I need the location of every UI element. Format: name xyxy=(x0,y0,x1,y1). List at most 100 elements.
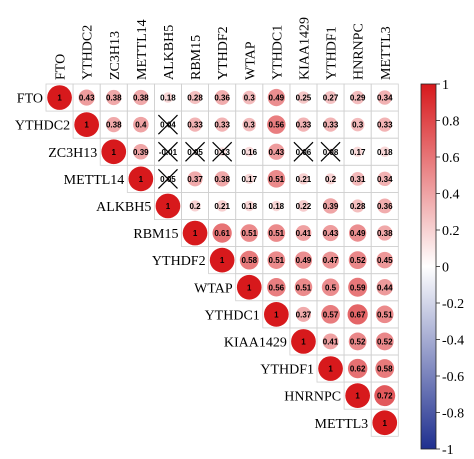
value-label-ythdc2-ythdf1: 0.33 xyxy=(323,121,339,130)
circle-mettl14-mettl14 xyxy=(128,166,154,192)
value-label-alkbh5-ythdf1: 0.39 xyxy=(323,202,339,211)
value-label-alkbh5-ythdf2: 0.21 xyxy=(214,202,230,211)
circle-ythdc1-mettl3 xyxy=(375,305,394,324)
row-label-zc3h13: ZC3H13 xyxy=(48,146,97,161)
value-label-kiaa1429-kiaa1429: 1 xyxy=(301,337,306,346)
circle-ythdf1-hnrnpc xyxy=(347,358,368,379)
circle-ythdc2-hnrnpc xyxy=(350,117,365,132)
colorbar-tick-label: -0.6 xyxy=(442,370,464,385)
circle-ythdc2-rbm15 xyxy=(187,117,203,132)
value-label-rbm15-ythdf1: 0.43 xyxy=(323,229,339,238)
column-label-ythdc2: YTHDC2 xyxy=(81,25,96,80)
circle-rbm15-wtap xyxy=(240,224,259,242)
value-label-fto-ythdf1: 0.27 xyxy=(323,94,339,103)
circle-alkbh5-mettl3 xyxy=(377,198,393,214)
value-label-fto-ythdc2: 0.43 xyxy=(79,94,95,103)
circle-wtap-ythdc1 xyxy=(267,278,286,297)
circle-fto-wtap xyxy=(242,90,257,105)
circle-ythdf2-hnrnpc xyxy=(348,251,367,270)
row-label-ythdc1: YTHDC1 xyxy=(205,308,260,323)
value-label-wtap-ythdf1: 0.5 xyxy=(325,283,337,292)
circle-kiaa1429-ythdf1 xyxy=(322,333,339,350)
circle-ythdf1-ythdf1 xyxy=(318,356,343,381)
circle-ythdc2-mettl14 xyxy=(133,116,149,133)
circle-fto-ythdf2 xyxy=(214,90,230,105)
value-label-fto-mettl14: 0.38 xyxy=(133,94,149,103)
row-label-kiaa1429: KIAA1429 xyxy=(224,335,287,350)
value-label-ythdc2-ythdc2: 1 xyxy=(84,121,89,130)
value-label-ythdf2-ythdf1: 0.47 xyxy=(323,256,339,265)
circle-fto-fto xyxy=(47,85,72,110)
value-label-zc3h13-ythdf1: 0.08 xyxy=(323,148,339,157)
circle-fto-ythdc1 xyxy=(267,88,285,107)
value-label-rbm15-ythdf2: 0.61 xyxy=(214,229,230,238)
circle-wtap-mettl3 xyxy=(376,279,393,296)
circle-mettl14-hnrnpc xyxy=(350,171,365,186)
value-label-mettl14-ythdc1: 0.51 xyxy=(269,175,285,184)
value-label-ythdc2-hnrnpc: 0.3 xyxy=(352,121,364,130)
column-label-hnrnpc: HNRNPC xyxy=(352,23,367,80)
value-label-wtap-ythdc1: 0.56 xyxy=(269,283,285,292)
circle-ythdc2-wtap xyxy=(242,117,257,132)
circle-mettl14-kiaa1429 xyxy=(297,173,310,185)
value-label-fto-mettl3: 0.34 xyxy=(377,94,393,103)
value-label-rbm15-ythdc1: 0.51 xyxy=(269,229,285,238)
circle-kiaa1429-mettl3 xyxy=(375,332,394,351)
value-label-kiaa1429-ythdf1: 0.41 xyxy=(323,337,339,346)
circle-alkbh5-alkbh5 xyxy=(155,193,181,219)
value-label-fto-kiaa1429: 0.25 xyxy=(296,94,312,103)
circle-alkbh5-ythdf1 xyxy=(322,198,339,214)
value-label-ythdf2-mettl3: 0.45 xyxy=(377,256,393,265)
circle-ythdc2-kiaa1429 xyxy=(296,117,311,132)
circle-ythdf2-ythdc1 xyxy=(267,251,286,269)
colorbar-tick-label: 0.2 xyxy=(442,224,460,239)
value-label-mettl14-kiaa1429: 0.21 xyxy=(296,175,312,184)
circle-fto-kiaa1429 xyxy=(297,91,310,104)
value-label-fto-ythdf2: 0.36 xyxy=(214,94,230,103)
circle-hnrnpc-mettl3 xyxy=(374,385,396,407)
value-label-ythdf2-hnrnpc: 0.52 xyxy=(350,256,366,265)
value-label-ythdc2-ythdc1: 0.56 xyxy=(269,121,285,130)
value-label-ythdf2-ythdf2: 1 xyxy=(220,256,225,265)
circle-rbm15-mettl3 xyxy=(377,225,393,241)
circle-mettl14-wtap xyxy=(244,173,255,184)
circle-fto-hnrnpc xyxy=(350,90,365,105)
circle-zc3h13-hnrnpc xyxy=(352,146,363,157)
column-label-alkbh5: ALKBH5 xyxy=(162,25,177,80)
circle-alkbh5-hnrnpc xyxy=(351,199,365,213)
value-label-ythdf1-mettl3: 0.58 xyxy=(377,365,393,374)
circle-kiaa1429-hnrnpc xyxy=(348,332,367,351)
circle-hnrnpc-hnrnpc xyxy=(345,383,370,408)
circle-mettl3-mettl3 xyxy=(372,410,398,436)
value-label-zc3h13-rbm15: 0.05 xyxy=(187,148,203,157)
cross-mark-zc3h13-alkbh5 xyxy=(157,141,178,162)
value-label-fto-alkbh5: 0.18 xyxy=(160,94,176,103)
circle-fto-mettl3 xyxy=(377,90,392,105)
column-label-ythdf1: YTHDF1 xyxy=(325,26,340,80)
value-label-alkbh5-kiaa1429: 0.22 xyxy=(296,202,312,211)
value-label-rbm15-hnrnpc: 0.49 xyxy=(350,229,366,238)
value-label-mettl14-mettl3: 0.34 xyxy=(377,175,393,184)
value-label-fto-zc3h13: 0.38 xyxy=(106,94,122,103)
value-label-ythdc1-hnrnpc: 0.67 xyxy=(350,310,366,319)
value-label-rbm15-mettl3: 0.38 xyxy=(377,229,393,238)
value-label-ythdc2-kiaa1429: 0.33 xyxy=(296,121,312,130)
value-label-ythdf2-ythdc1: 0.51 xyxy=(269,256,285,265)
value-label-fto-rbm15: 0.28 xyxy=(187,94,203,103)
value-label-ythdc1-ythdf1: 0.57 xyxy=(323,310,339,319)
column-label-mettl3: METTL3 xyxy=(379,26,394,80)
value-label-mettl14-hnrnpc: 0.31 xyxy=(350,175,366,184)
circle-mettl14-ythdc1 xyxy=(267,170,286,188)
circle-ythdc2-ythdf1 xyxy=(323,117,338,132)
grid-layer xyxy=(45,83,399,437)
value-label-alkbh5-rbm15: 0.2 xyxy=(189,202,201,211)
cell-mettl3-mettl3 xyxy=(370,408,399,437)
value-label-zc3h13-zc3h13: 1 xyxy=(112,148,117,157)
circle-alkbh5-kiaa1429 xyxy=(297,200,310,212)
circle-ythdf2-mettl3 xyxy=(376,251,394,269)
circle-mettl14-mettl3 xyxy=(377,171,392,187)
value-label-mettl14-ythdf1: 0.2 xyxy=(325,175,337,184)
circle-ythdc1-ythdf1 xyxy=(321,305,340,324)
value-label-fto-fto: 1 xyxy=(57,94,62,103)
